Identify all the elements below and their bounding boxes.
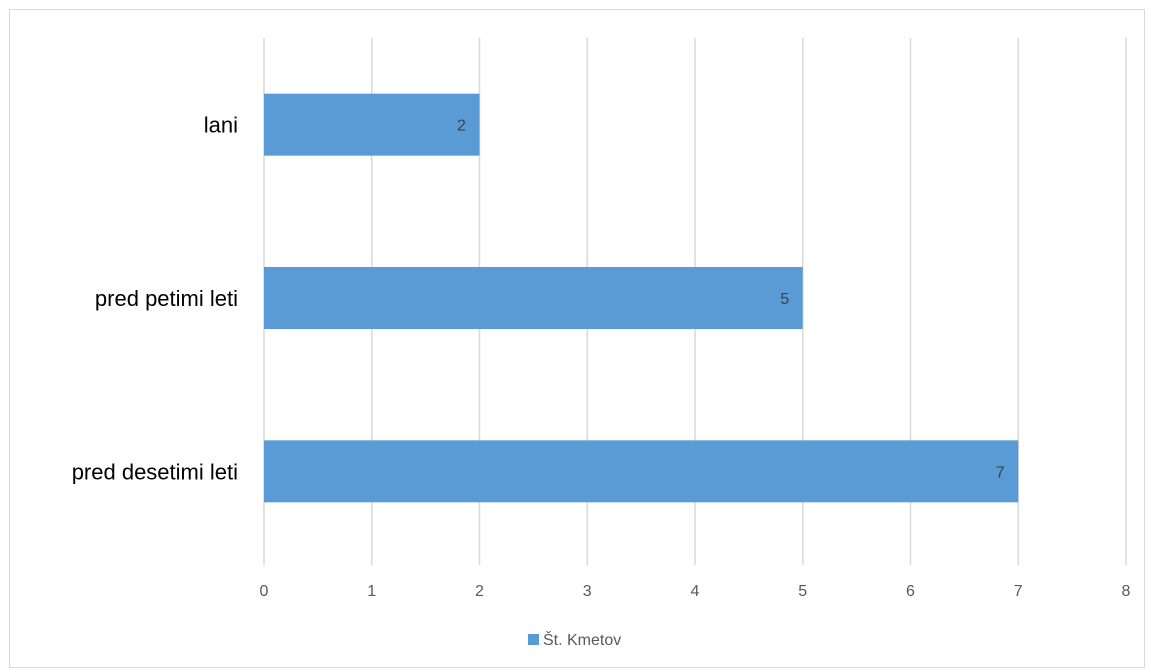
data-label: 5 — [780, 291, 789, 308]
x-tick-label: 3 — [583, 583, 592, 600]
category-label: pred desetimi leti — [72, 459, 238, 484]
bar-2 — [264, 440, 1019, 503]
x-tick-label: 7 — [1014, 583, 1023, 600]
data-label: 2 — [457, 118, 466, 135]
labels: 0 1 2 3 4 5 6 7 8 lani 2 pred petimi leti 5 pred dese… — [72, 113, 1131, 600]
bar-1 — [264, 267, 803, 329]
legend-swatch — [528, 634, 539, 645]
x-tick-label: 1 — [367, 583, 376, 600]
bar-0 — [264, 93, 480, 156]
chart-frame — [9, 9, 1145, 668]
legend-label: Št. Kmetov — [543, 630, 621, 649]
x-tick-label: 0 — [260, 583, 269, 600]
x-tick-label: 2 — [475, 583, 484, 600]
x-tick-label: 4 — [691, 583, 700, 600]
x-tick-label: 5 — [798, 583, 807, 600]
category-label: lani — [204, 113, 238, 138]
bars — [264, 93, 1019, 503]
x-tick-label: 8 — [1122, 583, 1131, 600]
category-label: pred petimi leti — [95, 286, 238, 311]
x-tick-label: 6 — [906, 583, 915, 600]
legend: Št. Kmetov — [528, 630, 621, 649]
data-label: 7 — [996, 464, 1005, 481]
